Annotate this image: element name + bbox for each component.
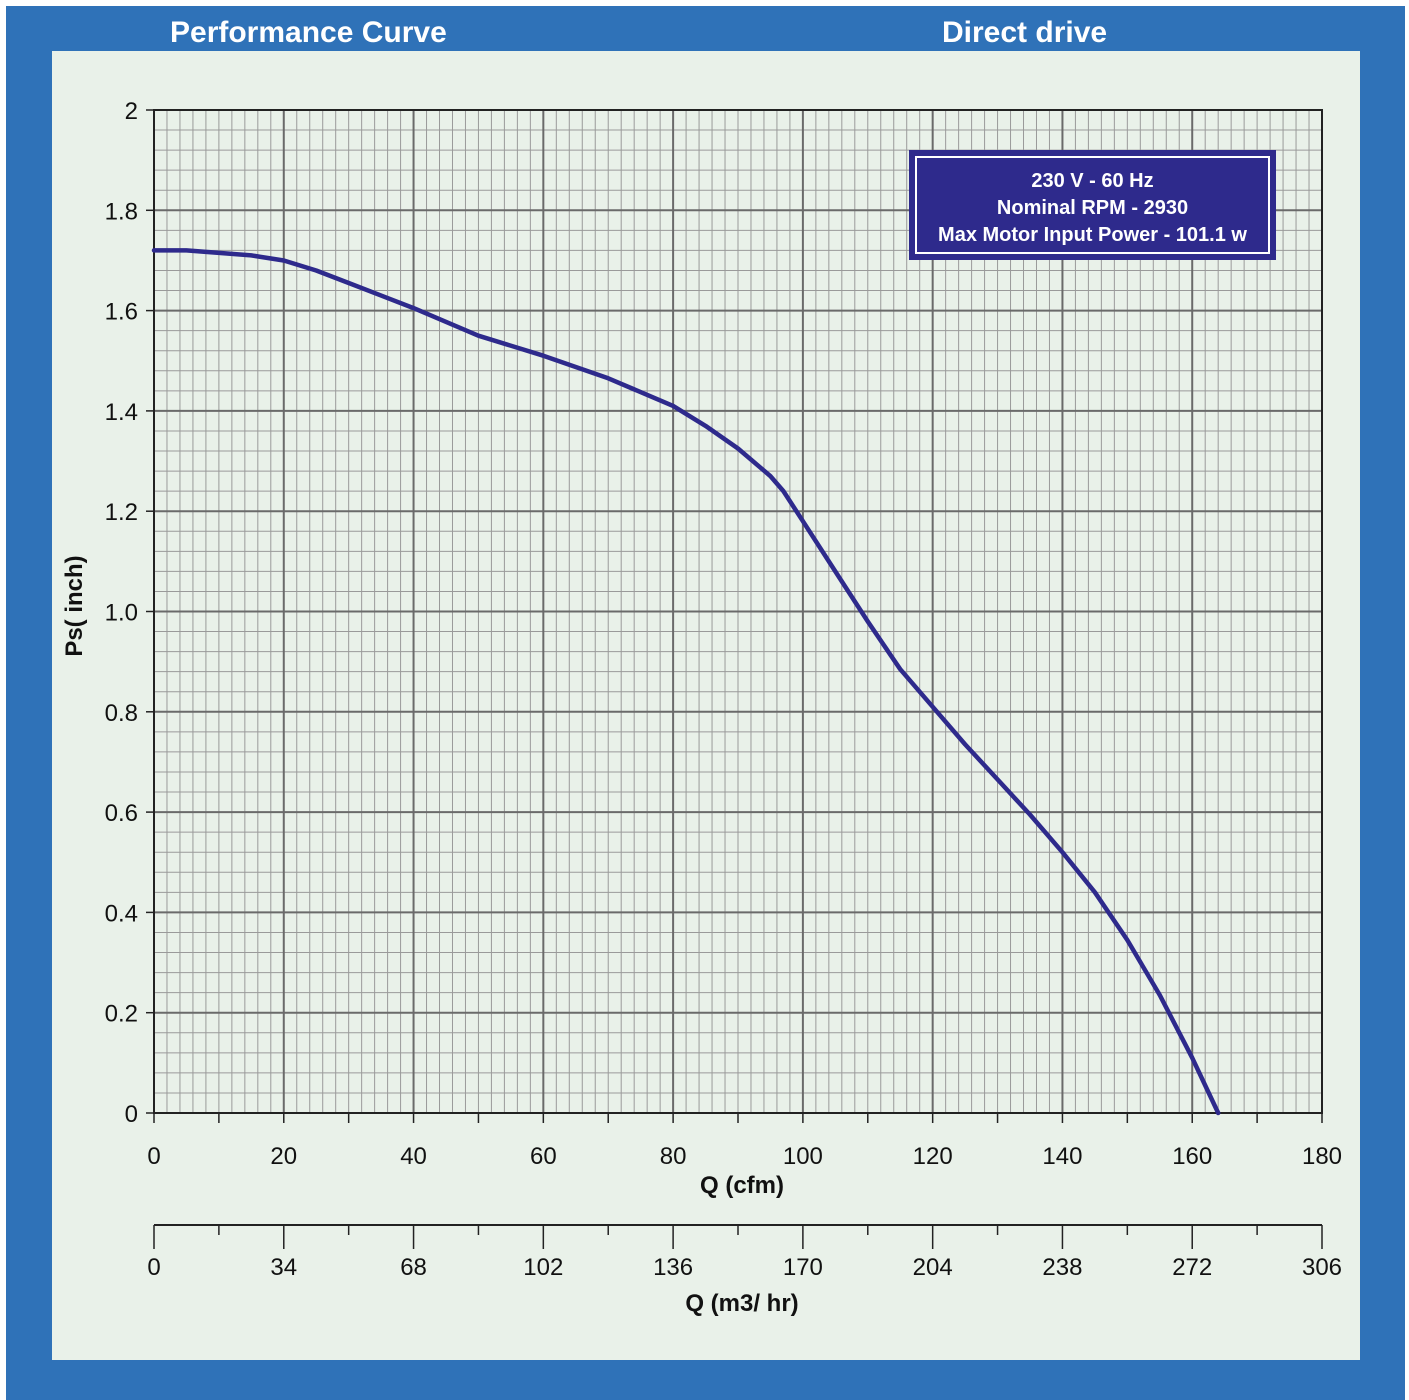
y-tick-label: 0.6: [105, 800, 138, 827]
info-power: Max Motor Input Power - 101.1 w: [938, 224, 1247, 246]
chart-frame: Performance Curve Direct drive 0 0.2 0.4 0.…: [6, 6, 1405, 1400]
x-tick-label: 160: [1172, 1143, 1212, 1170]
x-tick-label: 100: [783, 1143, 823, 1170]
info-voltage: 230 V - 60 Hz: [1031, 170, 1154, 192]
motor-info-box: 230 V - 60 Hz Nominal RPM - 2930 Max Mot…: [909, 150, 1276, 260]
x2-axis-label: Q (m3/ hr): [685, 1290, 798, 1317]
x2-tick-label: 34: [270, 1254, 297, 1281]
x-tick-label: 80: [660, 1143, 687, 1170]
y-tick-label: 2: [125, 98, 138, 125]
plot-panel: 0 0.2 0.4 0.6 0.8 1.0 1.2 1.4 1.6 1.8 2 0 20 40 60 80 10…: [52, 51, 1360, 1360]
y-tick-label: 1.6: [105, 299, 138, 326]
x-tick-label: 140: [1042, 1143, 1082, 1170]
y-tick-label: 0.2: [105, 1001, 138, 1028]
performance-curve: [151, 248, 1221, 1116]
y-tick-label: 1.2: [105, 499, 138, 526]
x-tick-label: 20: [270, 1143, 297, 1170]
x2-tick-label: 306: [1302, 1254, 1342, 1281]
x2-tick-label: 272: [1172, 1254, 1212, 1281]
x-tick-label: 180: [1302, 1143, 1342, 1170]
x2-tick-label: 136: [653, 1254, 693, 1281]
y-tick-label: 1.0: [105, 600, 138, 627]
motor-info-inner: 230 V - 60 Hz Nominal RPM - 2930 Max Mot…: [915, 156, 1270, 254]
y-tick-label: 0.8: [105, 700, 138, 727]
x2-tick-label: 68: [400, 1254, 427, 1281]
tick-labels: 00.20.40.60.81.01.21.41.61.820 20 40 60 80 10…: [105, 98, 1342, 1281]
x2-tick-label: 102: [523, 1254, 563, 1281]
chart-title: Performance Curve: [170, 16, 447, 49]
x-tick-label: 120: [913, 1143, 953, 1170]
info-rpm: Nominal RPM - 2930: [996, 197, 1189, 219]
y-tick-label: 1.8: [105, 198, 138, 225]
curve-layer: [151, 248, 1221, 1116]
y-tick-label: 0.4: [105, 900, 138, 927]
x-tick-label: 60: [530, 1143, 557, 1170]
axes: [146, 109, 1323, 1249]
x-tick-label: 40: [400, 1143, 427, 1170]
y-tick-label: 1.4: [105, 399, 138, 426]
x2-tick-label: 170: [783, 1254, 823, 1281]
chart-subtitle: Direct drive: [942, 16, 1108, 49]
x2-tick-label: 204: [913, 1254, 953, 1281]
x2-tick-label: 0: [147, 1254, 160, 1281]
x-axis-label: Q (cfm): [700, 1172, 784, 1199]
x2-tick-label: 238: [1042, 1254, 1082, 1281]
y-tick-label: 0: [125, 1101, 138, 1128]
y-axis-label: Ps( inch): [61, 555, 88, 656]
x-tick-label: 0: [147, 1143, 160, 1170]
